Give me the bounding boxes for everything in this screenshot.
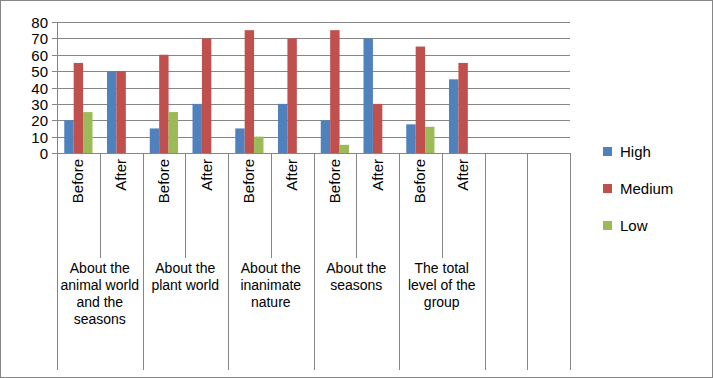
grid-line (57, 137, 570, 138)
category-label: After (283, 159, 300, 191)
grid-line (57, 38, 570, 39)
bar (321, 120, 330, 153)
tick-mark (52, 71, 57, 72)
y-tick-label: 60 (31, 47, 48, 64)
category-divider (356, 153, 357, 258)
bar (416, 47, 425, 153)
legend-swatch (603, 184, 612, 193)
bar (425, 127, 434, 153)
bar (116, 71, 125, 153)
category-divider (570, 153, 571, 370)
y-tick-label: 20 (31, 112, 48, 129)
grid-line (57, 55, 570, 56)
category-label: Before (411, 159, 428, 203)
tick-mark (52, 38, 57, 39)
y-tick-label: 10 (31, 129, 48, 146)
category-label: After (198, 159, 215, 191)
y-tick-label: 50 (31, 63, 48, 80)
bar (74, 63, 83, 153)
y-tick-label: 30 (31, 96, 48, 113)
bar (468, 153, 477, 154)
bar (330, 30, 339, 153)
bar (340, 145, 349, 153)
bar (193, 104, 202, 153)
category-label: Before (240, 159, 257, 203)
bar (202, 38, 211, 153)
y-tick-label: 70 (31, 30, 48, 47)
tick-mark (52, 55, 57, 56)
bar (107, 71, 116, 153)
category-divider (228, 153, 229, 370)
tick-mark (52, 153, 57, 154)
bar (449, 79, 458, 153)
grid-line (57, 88, 570, 89)
bar (83, 112, 92, 153)
y-tick-label: 0 (40, 145, 48, 162)
bar (458, 63, 467, 153)
bar (235, 128, 244, 153)
group-label: About the seasons (315, 260, 399, 294)
category-label: Before (326, 159, 343, 203)
frame (1, 1, 713, 378)
category-divider (143, 153, 144, 370)
bar (373, 104, 382, 153)
grid-line (57, 104, 570, 105)
bar (254, 137, 263, 153)
category-divider (57, 153, 58, 370)
y-axis (57, 22, 58, 153)
group-label: About the plant world (144, 260, 228, 294)
category-divider (399, 153, 400, 370)
y-tick-label: 80 (31, 14, 48, 31)
tick-mark (52, 88, 57, 89)
group-label: The total level of the group (400, 260, 484, 311)
bar (278, 104, 287, 153)
legend-label: High (620, 143, 651, 160)
bar (211, 153, 220, 154)
bar (245, 30, 254, 153)
legend-label: Medium (620, 180, 673, 197)
category-divider (185, 153, 186, 258)
category-label: After (369, 159, 386, 191)
bar (150, 128, 159, 153)
legend-swatch (603, 221, 612, 230)
bar (364, 38, 373, 153)
bar (287, 38, 296, 153)
bar (382, 153, 391, 154)
tick-mark (52, 120, 57, 121)
legend-swatch (603, 147, 612, 156)
category-divider (485, 153, 486, 370)
group-label: About the animal world and the seasons (58, 260, 142, 328)
tick-mark (52, 22, 57, 23)
bar (297, 153, 306, 154)
bar (169, 112, 178, 153)
tick-mark (52, 104, 57, 105)
tick-mark (52, 137, 57, 138)
bar (159, 55, 168, 153)
category-divider (314, 153, 315, 370)
grid-line (57, 120, 570, 121)
bar (126, 153, 135, 154)
category-divider (527, 153, 528, 370)
x-axis (57, 153, 570, 154)
group-label: About the inanimate nature (229, 260, 313, 311)
category-label: After (112, 159, 129, 191)
category-divider (100, 153, 101, 258)
category-divider (442, 153, 443, 258)
category-divider (271, 153, 272, 258)
category-label: Before (69, 159, 86, 203)
bar (406, 124, 415, 153)
legend-label: Low (620, 217, 648, 234)
category-label: Before (155, 159, 172, 203)
category-label: After (454, 159, 471, 191)
bars (64, 30, 468, 153)
bar (64, 120, 73, 153)
grid-line (57, 22, 570, 23)
y-tick-label: 40 (31, 80, 48, 97)
grid-line (57, 71, 570, 72)
